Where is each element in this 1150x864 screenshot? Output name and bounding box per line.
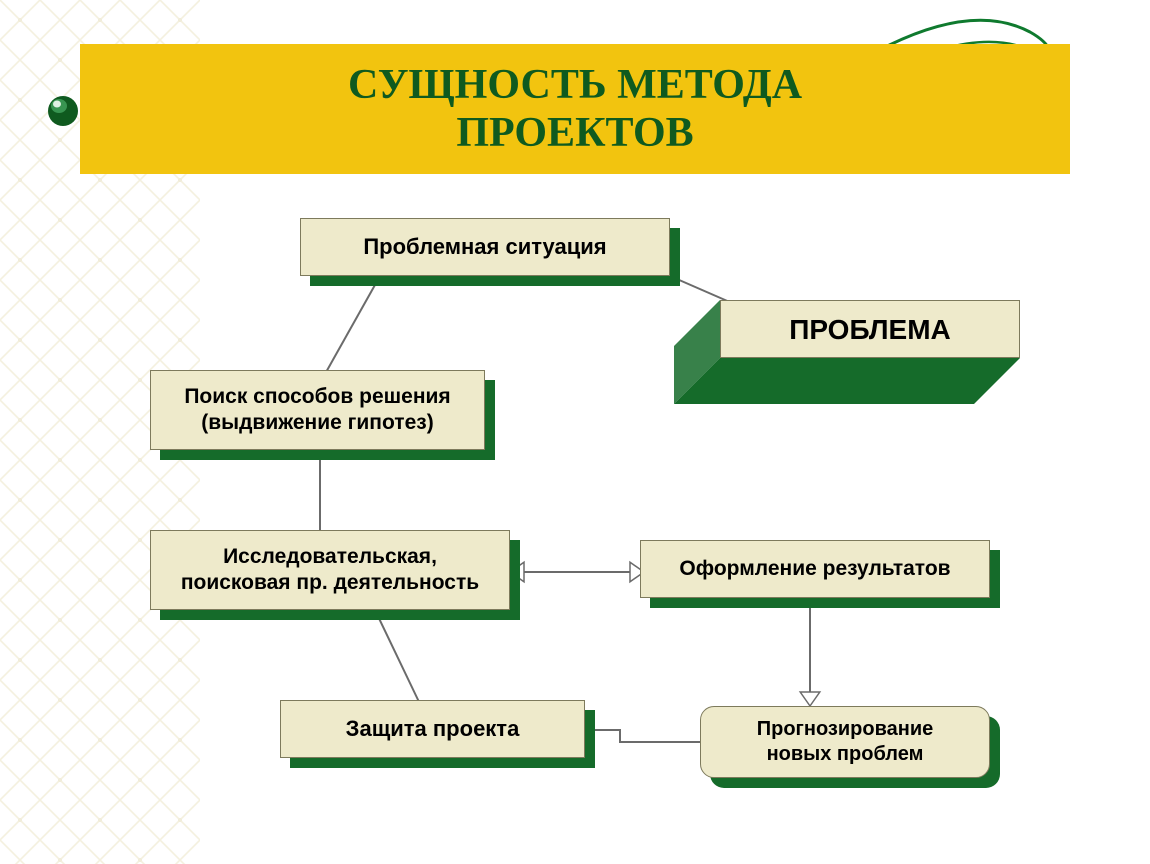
node-forecast: Прогнозированиеновых проблем [700,706,990,778]
node-search: Поиск способов решения(выдвижение гипоте… [150,370,485,450]
node-problem: ПРОБЛЕМА [720,300,1020,358]
node-defense: Защита проекта [280,700,585,758]
node-results: Оформление результатов [640,540,990,598]
node-research: Исследовательская,поисковая пр. деятельн… [150,530,510,610]
node-situation: Проблемная ситуация [300,218,670,276]
